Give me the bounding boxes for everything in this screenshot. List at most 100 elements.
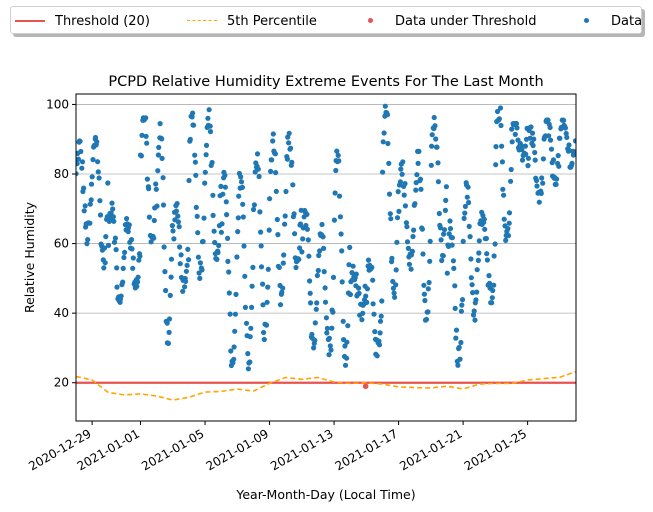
data-point: [338, 231, 344, 237]
data-point: [347, 244, 353, 250]
data-point: [449, 235, 455, 241]
data-point: [186, 177, 192, 184]
y-tick-label: 40: [54, 306, 69, 320]
data-point: [273, 170, 279, 176]
data-point: [136, 257, 142, 263]
data-point: [151, 235, 157, 241]
data-point: [105, 180, 111, 186]
data-point: [81, 208, 87, 214]
data-point: [503, 237, 509, 243]
data-point: [391, 290, 397, 296]
data-point: [572, 149, 576, 155]
data-point: [236, 193, 242, 199]
data-dot-swatch: [571, 14, 601, 28]
data-series: [76, 103, 576, 372]
data-point: [225, 235, 231, 241]
data-point: [178, 252, 184, 258]
data-point: [572, 138, 576, 144]
data-point: [184, 262, 190, 268]
data-point: [155, 168, 161, 174]
data-point: [519, 147, 525, 153]
data-point: [452, 305, 458, 311]
data-point: [435, 160, 441, 166]
data-point: [219, 221, 225, 227]
data-point: [286, 140, 292, 146]
data-point: [550, 157, 557, 163]
data-point: [144, 176, 150, 182]
data-point: [532, 157, 538, 163]
data-point: [317, 248, 323, 254]
data-point: [248, 325, 254, 331]
data-point: [439, 257, 445, 264]
data-point: [546, 133, 552, 139]
data-point: [386, 191, 393, 197]
data-point: [299, 249, 305, 255]
data-point: [505, 226, 511, 232]
data-point: [499, 159, 505, 165]
data-point: [441, 231, 447, 237]
data-point: [327, 343, 333, 349]
data-point: [443, 197, 449, 203]
data-point: [313, 306, 319, 312]
data-point: [456, 344, 462, 350]
data-point: [192, 159, 198, 165]
data-point: [387, 211, 393, 217]
data-point: [110, 214, 116, 220]
data-point: [493, 162, 499, 168]
data-point: [235, 215, 241, 221]
data-point: [261, 329, 267, 336]
data-point: [411, 227, 417, 233]
data-point: [344, 355, 350, 361]
data-point: [518, 142, 524, 148]
data-point: [484, 257, 490, 263]
data-point: [297, 245, 303, 251]
data-point: [519, 157, 526, 163]
data-point: [435, 179, 441, 185]
data-point: [486, 280, 493, 286]
data-point: [426, 279, 432, 286]
data-point: [202, 180, 208, 186]
data-point: [554, 176, 560, 182]
data-point: [304, 226, 310, 232]
data-point: [159, 155, 165, 161]
data-point: [255, 166, 261, 172]
data-point: [349, 270, 355, 276]
data-point: [413, 187, 419, 193]
data-point: [330, 309, 336, 315]
data-point: [529, 130, 536, 136]
data-point: [356, 290, 362, 296]
data-point: [235, 229, 241, 235]
data-point: [471, 308, 477, 314]
data-point: [264, 299, 270, 305]
data-point: [336, 193, 343, 199]
data-point: [493, 144, 499, 150]
data-point: [335, 152, 341, 158]
data-point: [425, 309, 431, 315]
data-point: [78, 148, 84, 155]
data-point: [254, 151, 261, 157]
data-point: [261, 336, 267, 343]
data-point: [468, 256, 474, 262]
data-point: [263, 322, 270, 328]
data-point: [148, 239, 154, 245]
data-point: [210, 192, 216, 198]
data-point: [82, 203, 88, 209]
data-point: [534, 183, 540, 189]
data-point: [363, 293, 369, 299]
data-point: [214, 256, 220, 262]
data-point: [135, 279, 141, 285]
data-point: [79, 165, 85, 171]
data-point: [427, 258, 433, 264]
data-point: [110, 206, 116, 212]
data-point: [113, 247, 119, 253]
data-point: [443, 184, 449, 190]
data-point: [539, 175, 545, 181]
data-point: [460, 238, 466, 244]
data-point: [146, 186, 152, 192]
data-point: [97, 212, 104, 218]
data-point: [370, 301, 376, 307]
data-point: [187, 136, 193, 142]
data-point: [441, 227, 448, 233]
data-point: [433, 136, 439, 142]
data-point: [121, 254, 127, 261]
